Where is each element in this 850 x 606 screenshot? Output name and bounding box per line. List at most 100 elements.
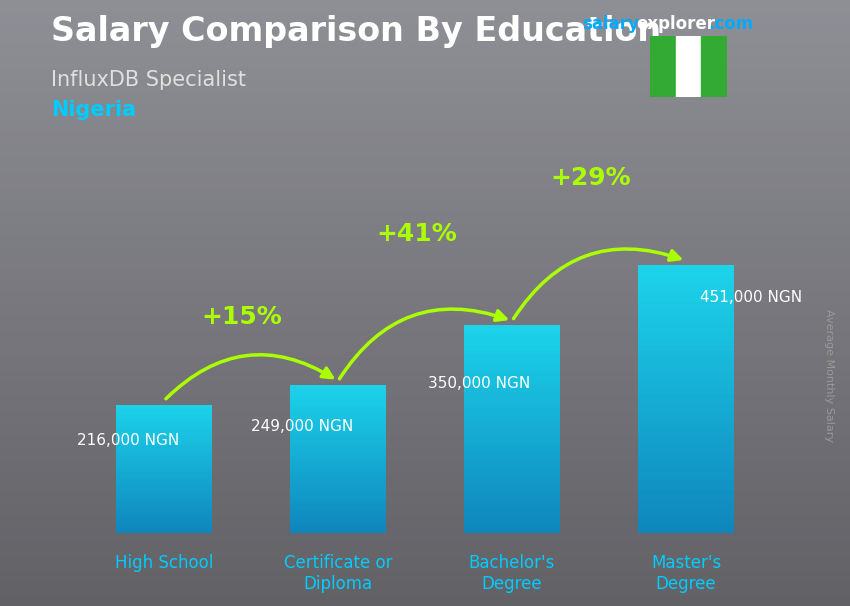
Bar <box>464 396 560 400</box>
Bar <box>638 431 734 437</box>
Bar <box>290 403 386 406</box>
Bar <box>701 36 727 97</box>
Bar <box>464 362 560 367</box>
Bar <box>464 487 560 491</box>
Bar <box>464 338 560 342</box>
Bar <box>464 450 560 454</box>
Bar <box>116 430 212 433</box>
Bar <box>290 477 386 480</box>
Bar <box>290 504 386 507</box>
Bar <box>638 270 734 276</box>
Bar <box>116 500 212 502</box>
Bar <box>638 517 734 522</box>
Bar <box>464 421 560 425</box>
Bar <box>116 484 212 487</box>
Bar <box>638 404 734 410</box>
Bar <box>464 375 560 379</box>
Bar <box>116 474 212 477</box>
Bar <box>638 453 734 458</box>
Bar <box>116 521 212 523</box>
Bar <box>464 462 560 467</box>
Bar <box>650 36 676 97</box>
Bar <box>638 528 734 533</box>
Bar <box>464 342 560 346</box>
Bar <box>638 335 734 340</box>
Bar <box>116 436 212 438</box>
Bar <box>116 477 212 479</box>
Bar <box>116 413 212 415</box>
Bar <box>638 356 734 362</box>
Bar <box>464 504 560 508</box>
Bar <box>116 508 212 510</box>
Bar <box>464 346 560 350</box>
Bar <box>116 513 212 515</box>
Bar <box>290 418 386 421</box>
Bar <box>638 512 734 517</box>
Bar <box>464 433 560 438</box>
Bar <box>638 372 734 378</box>
Bar <box>290 447 386 450</box>
Bar <box>638 388 734 394</box>
Bar <box>464 442 560 446</box>
Bar <box>290 465 386 468</box>
Bar <box>638 378 734 383</box>
Bar <box>116 456 212 459</box>
Bar <box>116 451 212 453</box>
Bar <box>464 325 560 329</box>
Text: .com: .com <box>708 15 753 33</box>
Bar <box>116 502 212 505</box>
Bar <box>464 408 560 413</box>
Text: Nigeria: Nigeria <box>51 100 136 120</box>
Bar <box>116 518 212 521</box>
Bar <box>464 521 560 525</box>
Text: 249,000 NGN: 249,000 NGN <box>251 419 354 434</box>
Bar <box>638 319 734 324</box>
Bar <box>464 454 560 458</box>
Bar <box>638 464 734 469</box>
Bar <box>116 433 212 436</box>
Bar <box>290 456 386 459</box>
Bar <box>290 471 386 474</box>
Bar <box>464 513 560 516</box>
Bar <box>290 430 386 433</box>
Bar <box>464 413 560 416</box>
Bar <box>638 469 734 474</box>
Bar <box>116 453 212 456</box>
Bar <box>464 525 560 529</box>
Bar <box>116 482 212 484</box>
Bar <box>464 417 560 421</box>
Bar <box>116 492 212 494</box>
Bar <box>290 441 386 444</box>
Bar <box>638 442 734 447</box>
Bar <box>638 507 734 512</box>
Bar <box>290 385 386 388</box>
Bar <box>290 453 386 456</box>
Bar <box>464 425 560 429</box>
Bar <box>464 387 560 391</box>
Bar <box>464 350 560 354</box>
Bar <box>464 354 560 358</box>
Bar <box>116 423 212 425</box>
Bar <box>116 469 212 471</box>
Bar <box>464 391 560 396</box>
Bar <box>290 462 386 465</box>
Bar <box>464 496 560 500</box>
Bar <box>676 36 701 97</box>
Text: Salary Comparison By Education: Salary Comparison By Education <box>51 15 661 48</box>
Bar <box>638 329 734 335</box>
Bar <box>464 475 560 479</box>
Bar <box>290 450 386 453</box>
Bar <box>638 367 734 372</box>
Bar <box>464 438 560 442</box>
Bar <box>638 313 734 319</box>
Bar <box>464 508 560 513</box>
Bar <box>116 459 212 461</box>
Bar <box>638 474 734 479</box>
Bar <box>290 397 386 400</box>
Bar <box>116 415 212 418</box>
Bar <box>638 437 734 442</box>
Text: 451,000 NGN: 451,000 NGN <box>700 290 802 305</box>
Bar <box>464 333 560 338</box>
Bar <box>464 458 560 462</box>
Bar <box>638 394 734 399</box>
